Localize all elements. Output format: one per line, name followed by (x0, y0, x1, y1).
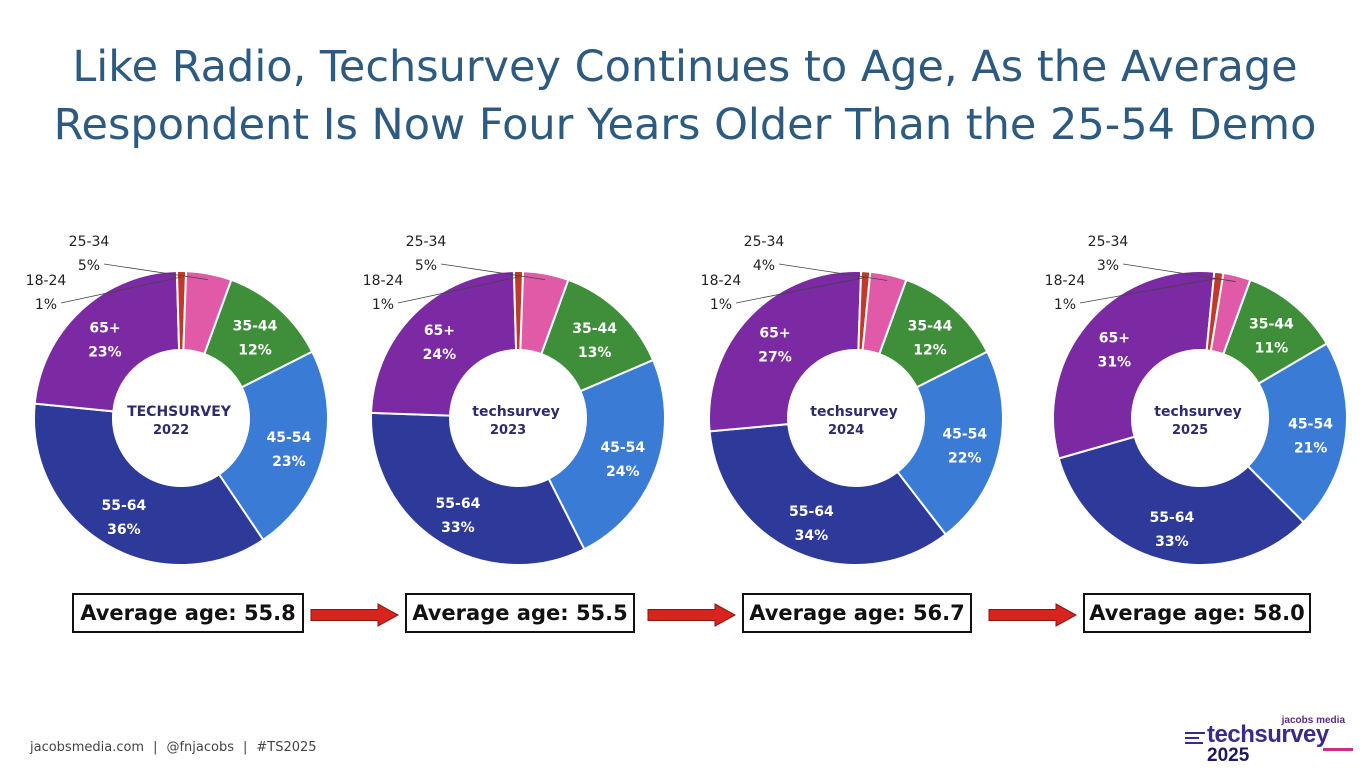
center-logo-year: 2023 (490, 423, 526, 438)
logo-name: techsurvey (1207, 721, 1329, 748)
footer-site: jacobsmedia.com (30, 740, 145, 755)
label-65+: 65+ (1099, 331, 1130, 347)
label-65+: 65+ (424, 323, 455, 339)
value-35-44: 11% (1255, 340, 1289, 356)
arrow-2 (988, 603, 1078, 627)
footer: jacobsmedia.com | @fnjacobs | #TS2025 (30, 740, 317, 755)
label-35-44: 35-44 (572, 321, 617, 337)
value-45-54: 23% (272, 454, 306, 470)
label-45-54: 45-54 (942, 427, 987, 443)
value-55-64: 33% (1155, 534, 1189, 550)
value-65+: 27% (758, 349, 792, 365)
label-25-34: 25-34 (69, 234, 110, 250)
label-55-64: 55-64 (102, 498, 147, 514)
techsurvey-logo: jacobs media techsurvey 2025 (1185, 712, 1363, 768)
value-35-44: 12% (913, 343, 947, 359)
average-age-box-2023: Average age: 55.5 (405, 593, 635, 633)
value-25-34: 3% (1097, 258, 1119, 274)
title-line-1: Like Radio, Techsurvey Continues to Age,… (72, 42, 1298, 92)
slice-65+ (370, 270, 518, 417)
value-65+: 24% (423, 347, 457, 363)
slice-25-34 (861, 270, 908, 356)
donut-chart-3: 35-44 11% 45-54 21% 55-64 33% 65+ 31% 18-24 1% 25-… (1045, 234, 1348, 566)
value-55-64: 36% (107, 522, 141, 538)
label-65+: 65+ (89, 320, 120, 336)
center-logo-name: techsurvey (810, 404, 897, 420)
value-55-64: 34% (795, 528, 829, 544)
label-45-54: 45-54 (600, 440, 645, 456)
donut-chart-0: 35-44 12% 45-54 23% 55-64 36% 65+ 23% 18-24 1% 25-… (26, 234, 329, 566)
center-logo-name: TECHSURVEY (127, 404, 232, 420)
label-25-34: 25-34 (406, 234, 447, 250)
slice-55-64 (1057, 435, 1305, 566)
label-55-64: 55-64 (1150, 510, 1195, 526)
label-65+: 65+ (759, 325, 790, 341)
value-18-24: 1% (35, 297, 57, 313)
label-18-24: 18-24 (26, 273, 67, 289)
label-25-34: 25-34 (1088, 234, 1129, 250)
value-65+: 23% (88, 344, 122, 360)
slice-55-64 (708, 423, 948, 566)
value-45-54: 24% (606, 464, 640, 480)
center-logo-year: 2025 (1172, 423, 1208, 438)
footer-hashtag: #TS2025 (256, 740, 317, 755)
center-logo-name: techsurvey (1154, 404, 1241, 420)
slice-45-54 (1246, 342, 1348, 524)
label-45-54: 45-54 (1288, 416, 1333, 432)
value-25-34: 4% (753, 258, 775, 274)
value-35-44: 12% (238, 343, 272, 359)
slice-65+ (1052, 270, 1216, 460)
average-age-box-2024: Average age: 56.7 (742, 593, 972, 633)
label-45-54: 45-54 (267, 430, 312, 446)
donut-chart-2: 35-44 12% 45-54 22% 55-64 34% 65+ 27% 18-24 1% 25-… (701, 234, 1004, 566)
value-45-54: 21% (1294, 440, 1328, 456)
value-35-44: 13% (578, 345, 612, 361)
arrows (310, 603, 1078, 627)
slice-55-64 (33, 402, 265, 566)
label-55-64: 55-64 (789, 504, 834, 520)
slice-65+ (708, 270, 863, 433)
value-55-64: 33% (441, 520, 475, 536)
slice-45-54 (217, 350, 329, 542)
logo-company: jacobs media (1281, 715, 1345, 726)
value-18-24: 1% (1054, 297, 1076, 313)
average-age-box-2025: Average age: 58.0 (1083, 593, 1311, 633)
slice-45-54 (547, 358, 666, 551)
label-18-24: 18-24 (1045, 273, 1086, 289)
center-logo-name: techsurvey (472, 404, 559, 420)
label-18-24: 18-24 (363, 273, 404, 289)
value-45-54: 22% (948, 451, 982, 467)
slice-65+ (33, 270, 181, 413)
label-35-44: 35-44 (1249, 316, 1294, 332)
center-logo-year: 2024 (828, 423, 864, 438)
slice-25-34 (1209, 271, 1252, 356)
page-title: Like Radio, Techsurvey Continues to Age,… (0, 38, 1370, 154)
average-age-box-2022: Average age: 55.8 (72, 593, 304, 633)
logo-underline (1323, 748, 1353, 751)
donut-charts: 35-44 12% 45-54 23% 55-64 36% 65+ 23% 18-24 1% 25-… (26, 234, 1348, 566)
arrow-1 (647, 603, 737, 627)
donut-chart-1: 35-44 13% 45-54 24% 55-64 33% 65+ 24% 18-24 1% 25-… (363, 234, 666, 566)
value-25-34: 5% (415, 258, 437, 274)
slice-55-64 (370, 411, 586, 566)
label-25-34: 25-34 (744, 234, 785, 250)
logo-year: 2025 (1207, 745, 1250, 766)
slice-25-34 (182, 270, 233, 356)
label-18-24: 18-24 (701, 273, 742, 289)
value-18-24: 1% (710, 297, 732, 313)
center-logo-year: 2022 (153, 423, 189, 438)
slice-25-34 (519, 270, 570, 356)
title-line-2: Respondent Is Now Four Years Older Than … (53, 100, 1317, 150)
slice-45-54 (896, 350, 1004, 536)
logo-speed-lines (1185, 732, 1207, 746)
value-65+: 31% (1098, 355, 1132, 371)
label-55-64: 55-64 (436, 496, 481, 512)
value-25-34: 5% (78, 258, 100, 274)
value-18-24: 1% (372, 297, 394, 313)
arrow-0 (310, 603, 400, 627)
label-35-44: 35-44 (908, 319, 953, 335)
footer-handle: @fnjacobs (166, 740, 235, 755)
label-35-44: 35-44 (233, 319, 278, 335)
